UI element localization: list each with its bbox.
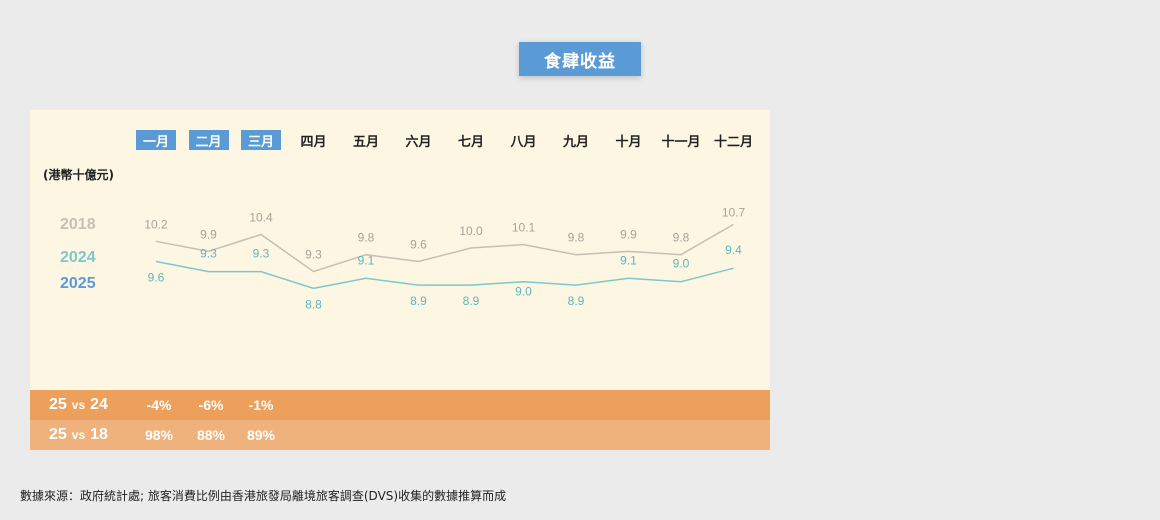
- comparison-value: 88%: [196, 427, 226, 443]
- month-label: 六月: [405, 134, 432, 150]
- data-label-2024: 8.9: [410, 294, 427, 308]
- comparison-row-25-vs-18: 25 vs 18 98% 88% 89%: [30, 420, 770, 450]
- data-label-2024: 8.8: [305, 297, 322, 311]
- comparison-row-label: 25 vs 24: [49, 390, 108, 420]
- series-line-2018: [155, 223, 734, 273]
- series-line-2024: [155, 260, 734, 290]
- data-label-2018: 9.6: [410, 237, 427, 251]
- data-label-2018: 10.0: [459, 224, 483, 238]
- data-label-2018: 9.8: [568, 231, 585, 245]
- row-label-year-b: 18: [90, 426, 108, 443]
- month-label: 一月: [136, 130, 176, 150]
- month-label: 三月: [241, 130, 281, 150]
- month-label: 五月: [352, 134, 379, 150]
- row-label-year-a: 25: [49, 396, 67, 413]
- month-label: 二月: [188, 130, 229, 150]
- data-label-2024: 9.3: [200, 247, 217, 261]
- legend-2025: 2025: [60, 275, 96, 292]
- data-label-2024: 9.4: [725, 243, 742, 257]
- row-label-year-b: 24: [90, 396, 108, 413]
- comparison-value: -4%: [146, 397, 172, 413]
- month-label: 十月: [615, 134, 642, 150]
- comparison-row-label: 25 vs 18: [49, 420, 108, 450]
- data-label-2024: 9.0: [515, 285, 532, 299]
- unit-label: (港幣十億元): [43, 168, 114, 182]
- data-label-2018: 9.9: [620, 227, 637, 241]
- comparison-value: 89%: [246, 427, 276, 443]
- data-label-2018: 10.1: [512, 221, 536, 235]
- data-label-2024: 9.6: [148, 270, 165, 284]
- data-label-2024: 8.9: [463, 294, 480, 308]
- row-label-year-a: 25: [49, 426, 67, 443]
- legend-2024: 2024: [60, 249, 96, 266]
- data-label-2018: 9.9: [200, 227, 217, 241]
- month-label: 七月: [457, 134, 484, 150]
- data-label-2018: 9.3: [305, 248, 322, 262]
- data-label-2024: 9.3: [253, 247, 270, 261]
- data-label-2018: 10.7: [722, 205, 746, 219]
- data-label-2024: 9.0: [673, 257, 690, 271]
- comparison-value: 98%: [144, 427, 174, 443]
- month-label: 八月: [510, 134, 537, 150]
- data-label-2024: 8.9: [568, 294, 585, 308]
- row-label-vs: vs: [71, 428, 86, 442]
- data-label-2018: 9.8: [673, 231, 690, 245]
- legend-2018: 2018: [60, 216, 96, 233]
- comparison-row-25-vs-24: 25 vs 24 -4% -6% -1%: [30, 390, 770, 420]
- data-label-2018: 10.2: [144, 217, 168, 231]
- month-label: 四月: [300, 134, 327, 150]
- source-note: 數據來源：政府統計處; 旅客消費比例由香港旅發局離境旅客調查(DVS)收集的數據…: [20, 489, 507, 503]
- month-label: 十二月: [713, 134, 753, 150]
- comparison-value: -1%: [248, 397, 274, 413]
- month-label: 九月: [562, 134, 589, 150]
- comparison-value: -6%: [198, 397, 224, 413]
- data-label-2024: 9.1: [620, 253, 637, 267]
- row-label-vs: vs: [71, 398, 86, 412]
- data-label-2018: 10.4: [249, 211, 273, 225]
- data-label-2018: 9.8: [358, 231, 375, 245]
- chart-panel: [30, 110, 770, 390]
- chart-title: 食肆收益: [519, 42, 641, 76]
- data-label-2024: 9.1: [358, 253, 375, 267]
- month-label: 十一月: [661, 134, 701, 150]
